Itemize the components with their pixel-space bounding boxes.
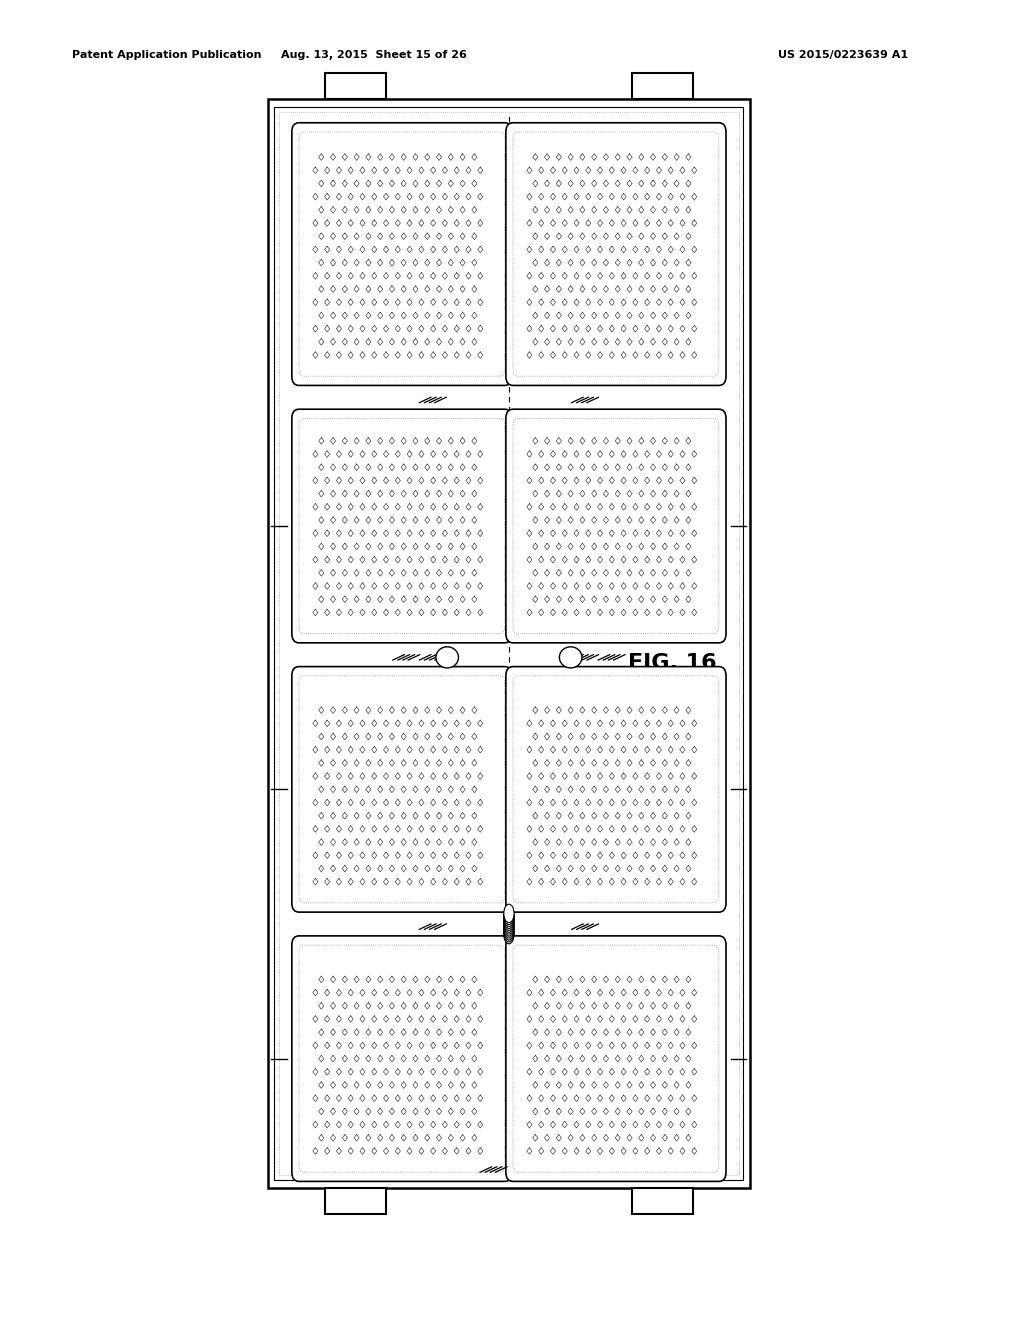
Ellipse shape [504,916,514,935]
Ellipse shape [504,906,514,924]
Text: FIG. 16: FIG. 16 [628,652,717,673]
Bar [325,1188,386,1214]
Ellipse shape [504,912,514,931]
FancyBboxPatch shape [506,667,726,912]
FancyBboxPatch shape [506,936,726,1181]
Ellipse shape [436,647,459,668]
Ellipse shape [504,909,514,928]
Ellipse shape [504,913,514,932]
Ellipse shape [504,908,514,927]
FancyBboxPatch shape [292,409,512,643]
Bar [325,73,386,99]
FancyBboxPatch shape [292,667,512,912]
Text: Patent Application Publication: Patent Application Publication [72,50,261,61]
Ellipse shape [559,647,582,668]
Ellipse shape [504,924,514,942]
Text: Aug. 13, 2015  Sheet 15 of 26: Aug. 13, 2015 Sheet 15 of 26 [281,50,467,61]
Text: US 2015/0223639 A1: US 2015/0223639 A1 [778,50,908,61]
FancyBboxPatch shape [506,123,726,385]
FancyBboxPatch shape [292,123,512,385]
FancyBboxPatch shape [506,409,726,643]
Ellipse shape [504,920,514,939]
FancyBboxPatch shape [268,99,750,1188]
Ellipse shape [504,925,514,944]
Ellipse shape [504,904,514,923]
FancyBboxPatch shape [292,936,512,1181]
Bar [632,73,693,99]
Ellipse shape [504,921,514,940]
Ellipse shape [504,917,514,936]
Bar [632,1188,693,1214]
